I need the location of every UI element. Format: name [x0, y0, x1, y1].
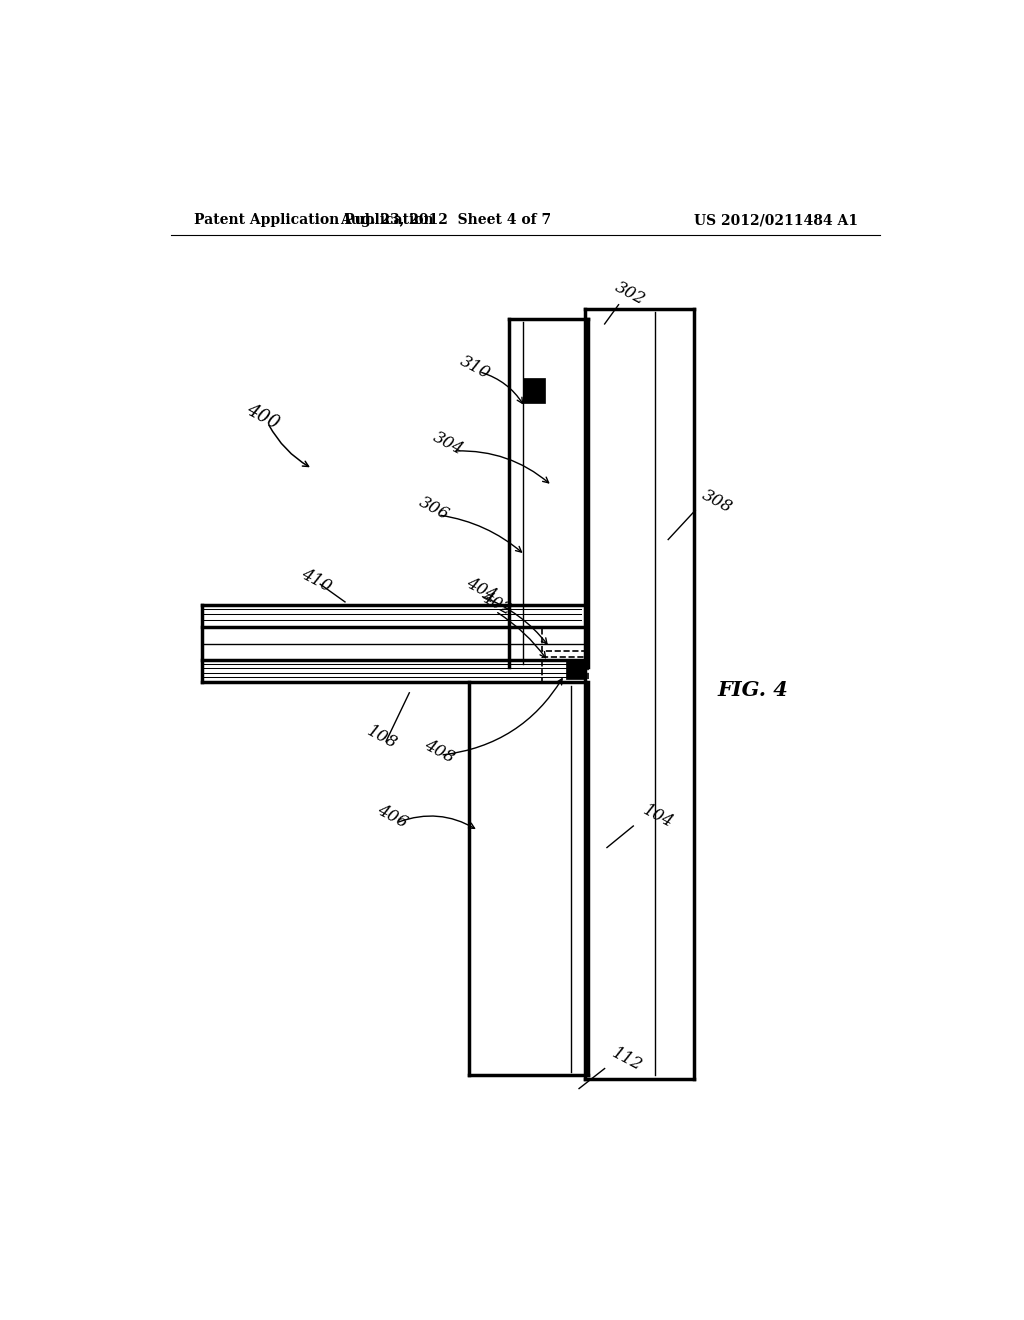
Text: 408: 408	[421, 737, 457, 767]
Text: 404: 404	[463, 574, 499, 605]
Text: FIG. 4: FIG. 4	[717, 680, 787, 700]
Text: Aug. 23, 2012  Sheet 4 of 7: Aug. 23, 2012 Sheet 4 of 7	[340, 213, 551, 227]
Text: Patent Application Publication: Patent Application Publication	[194, 213, 433, 227]
Bar	[566, 660, 586, 678]
Text: 400: 400	[243, 400, 282, 433]
Text: 406: 406	[375, 801, 411, 832]
Text: 410: 410	[299, 565, 335, 595]
Text: 308: 308	[699, 486, 735, 516]
Text: 306: 306	[417, 494, 453, 524]
Text: 304: 304	[430, 428, 466, 458]
Text: 112: 112	[608, 1044, 645, 1074]
Text: 104: 104	[640, 801, 676, 832]
Text: 108: 108	[365, 722, 400, 752]
Text: 302: 302	[612, 279, 648, 308]
Text: 310: 310	[458, 352, 494, 383]
Bar	[542, 627, 588, 651]
Bar	[542, 657, 588, 682]
Text: 402: 402	[478, 589, 514, 619]
Text: US 2012/0211484 A1: US 2012/0211484 A1	[693, 213, 858, 227]
Bar	[523, 378, 545, 404]
